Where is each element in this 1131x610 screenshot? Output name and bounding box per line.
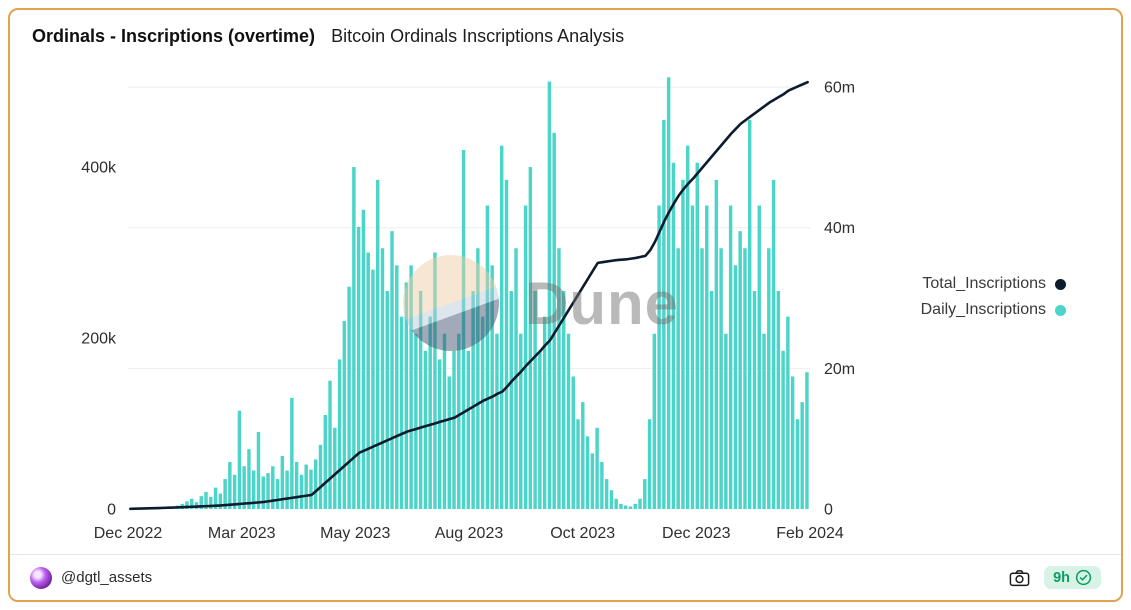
- time-badge[interactable]: 9h: [1044, 566, 1101, 589]
- svg-text:0: 0: [107, 502, 116, 519]
- svg-text:200k: 200k: [81, 331, 117, 348]
- chart-card: Ordinals - Inscriptions (overtime) Bitco…: [8, 8, 1123, 602]
- time-badge-label: 9h: [1053, 569, 1070, 586]
- svg-text:Feb 2024: Feb 2024: [776, 525, 844, 542]
- daily-bars[interactable]: [128, 77, 809, 510]
- camera-icon: [1009, 569, 1030, 586]
- author-handle[interactable]: @dgtl_assets: [61, 569, 153, 586]
- svg-text:Aug 2023: Aug 2023: [435, 525, 504, 542]
- svg-text:Dec 2022: Dec 2022: [94, 525, 163, 542]
- author-block[interactable]: @dgtl_assets: [30, 566, 153, 589]
- legend-dot-total: [1055, 278, 1066, 290]
- check-circle-icon: [1075, 569, 1092, 586]
- legend-dot-daily: [1055, 304, 1066, 316]
- svg-text:Mar 2023: Mar 2023: [208, 525, 276, 542]
- card-footer: @dgtl_assets 9h: [10, 554, 1121, 600]
- svg-text:400k: 400k: [81, 160, 117, 177]
- svg-text:0: 0: [824, 502, 833, 519]
- card-header: Ordinals - Inscriptions (overtime) Bitco…: [10, 10, 1121, 47]
- svg-text:40m: 40m: [824, 220, 855, 237]
- legend-label: Total_Inscriptions: [922, 275, 1046, 292]
- page-title: Ordinals - Inscriptions (overtime): [32, 26, 316, 46]
- legend-label: Daily_Inscriptions: [920, 301, 1046, 318]
- legend-item-total-inscriptions[interactable]: Total_Inscriptions: [921, 275, 1066, 293]
- total-line[interactable]: [129, 80, 809, 511]
- chart-svg[interactable]: 0 200k 400k 0 20m 40m 60m Dec 2022 Mar 2023 May 2…: [10, 57, 860, 549]
- legend-item-daily-inscriptions[interactable]: Daily_Inscriptions: [921, 301, 1066, 319]
- svg-text:20m: 20m: [824, 361, 855, 378]
- page-subtitle: Bitcoin Ordinals Inscriptions Analysis: [331, 26, 625, 46]
- svg-text:Oct 2023: Oct 2023: [550, 525, 615, 542]
- svg-text:May 2023: May 2023: [320, 525, 390, 542]
- camera-button[interactable]: [1009, 569, 1030, 587]
- svg-text:Dec 2023: Dec 2023: [662, 525, 731, 542]
- footer-actions: 9h: [1009, 566, 1101, 589]
- svg-text:60m: 60m: [824, 80, 855, 97]
- chart-legend: Total_Inscriptions Daily_Inscriptions: [921, 275, 1066, 319]
- chart-zone: 0 200k 400k 0 20m 40m 60m Dec 2022 Mar 2023 May 2…: [10, 57, 1121, 549]
- avatar: [30, 566, 52, 589]
